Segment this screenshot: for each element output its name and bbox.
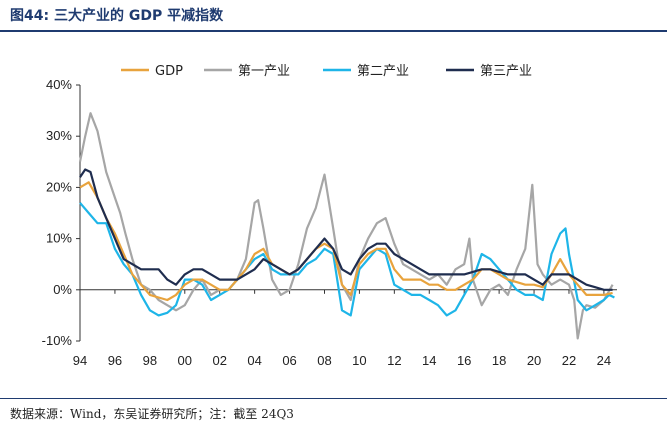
x-tick-label: 06: [282, 353, 296, 368]
legend-label: 第一产业: [238, 64, 290, 79]
x-tick-label: 16: [457, 353, 471, 368]
x-tick-label: 12: [387, 353, 401, 368]
y-tick-label: 20%: [46, 179, 72, 194]
x-tick-label: 22: [562, 353, 576, 368]
y-tick-label: 0%: [53, 282, 72, 297]
footer-divider: [0, 398, 667, 399]
series-line-3: [79, 202, 615, 317]
x-tick-label: 20: [527, 353, 541, 368]
x-tick-label: 24: [597, 353, 611, 368]
x-tick-label: 10: [352, 353, 366, 368]
legend: GDP 第一产业 第二产业 第三产业: [121, 64, 532, 79]
legend-label: 第二产业: [357, 64, 409, 79]
x-tick-label: 98: [143, 353, 157, 368]
x-tick-label: 96: [108, 353, 122, 368]
y-tick-label: 40%: [46, 77, 72, 92]
x-tick-label: 08: [317, 353, 331, 368]
x-tick-label: 04: [247, 353, 261, 368]
series-line-1: [79, 181, 613, 302]
x-tick-label: 00: [178, 353, 192, 368]
series-lines: [78, 112, 615, 340]
x-tick-label: 14: [422, 353, 436, 368]
x-tick-label: 18: [492, 353, 506, 368]
y-tick-label: 30%: [46, 128, 72, 143]
series-line-2: [78, 112, 614, 340]
y-tick-label: -10%: [42, 333, 73, 348]
series-line-4: [79, 168, 613, 291]
legend-label: GDP: [155, 64, 183, 79]
y-tick-label: 10%: [46, 231, 72, 246]
axes: -10% 0% 10% 20% 30% 40% 94 96 98 00 02 04 06 08 10 12 14…: [42, 77, 617, 368]
legend-label: 第三产业: [480, 64, 532, 79]
x-tick-label: 02: [212, 353, 226, 368]
x-tick-label: 94: [73, 353, 87, 368]
chart-title: 图44: 三大产业的 GDP 平减指数: [0, 0, 667, 32]
data-source-note: 数据来源：Wind，东吴证券研究所；注：截至 24Q3: [10, 407, 294, 421]
